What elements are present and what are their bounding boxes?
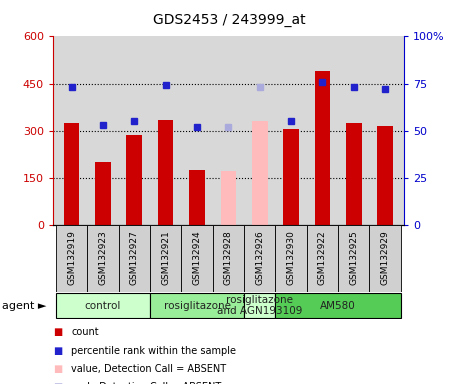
Text: GSM132919: GSM132919: [67, 230, 76, 285]
Bar: [150, 293, 244, 318]
Bar: [118, 225, 150, 292]
Text: GDS2453 / 243999_at: GDS2453 / 243999_at: [153, 13, 306, 27]
Text: rank, Detection Call = ABSENT: rank, Detection Call = ABSENT: [71, 382, 221, 384]
Text: control: control: [85, 301, 121, 311]
Text: GSM132928: GSM132928: [224, 230, 233, 285]
Text: rosiglitazone: rosiglitazone: [163, 301, 230, 311]
Bar: [56, 225, 87, 292]
Bar: [64, 123, 79, 225]
Text: GSM132930: GSM132930: [286, 230, 296, 285]
Text: ■: ■: [53, 346, 62, 356]
Bar: [56, 293, 150, 318]
Text: GSM132925: GSM132925: [349, 230, 358, 285]
Bar: [87, 225, 118, 292]
Text: ■: ■: [53, 327, 62, 337]
Text: GSM132927: GSM132927: [130, 230, 139, 285]
Bar: [213, 225, 244, 292]
Bar: [307, 225, 338, 292]
Bar: [189, 170, 205, 225]
Bar: [338, 225, 369, 292]
Text: percentile rank within the sample: percentile rank within the sample: [71, 346, 236, 356]
Text: GSM132921: GSM132921: [161, 230, 170, 285]
Text: GSM132924: GSM132924: [192, 230, 202, 285]
Bar: [252, 121, 268, 225]
Text: agent ►: agent ►: [2, 301, 47, 311]
Bar: [244, 225, 275, 292]
Bar: [181, 225, 213, 292]
Text: GSM132926: GSM132926: [255, 230, 264, 285]
Bar: [95, 162, 111, 225]
Text: ■: ■: [53, 364, 62, 374]
Bar: [275, 225, 307, 292]
Bar: [220, 171, 236, 225]
Text: ■: ■: [53, 382, 62, 384]
Text: value, Detection Call = ABSENT: value, Detection Call = ABSENT: [71, 364, 226, 374]
Text: GSM132923: GSM132923: [98, 230, 107, 285]
Bar: [150, 225, 181, 292]
Bar: [275, 293, 401, 318]
Text: rosiglitazone
and AGN193109: rosiglitazone and AGN193109: [217, 295, 302, 316]
Bar: [244, 293, 275, 318]
Text: GSM132929: GSM132929: [381, 230, 390, 285]
Text: GSM132922: GSM132922: [318, 230, 327, 285]
Bar: [377, 126, 393, 225]
Bar: [127, 135, 142, 225]
Bar: [314, 71, 330, 225]
Text: count: count: [71, 327, 99, 337]
Bar: [369, 225, 401, 292]
Bar: [283, 129, 299, 225]
Bar: [158, 119, 174, 225]
Text: AM580: AM580: [320, 301, 356, 311]
Bar: [346, 123, 362, 225]
